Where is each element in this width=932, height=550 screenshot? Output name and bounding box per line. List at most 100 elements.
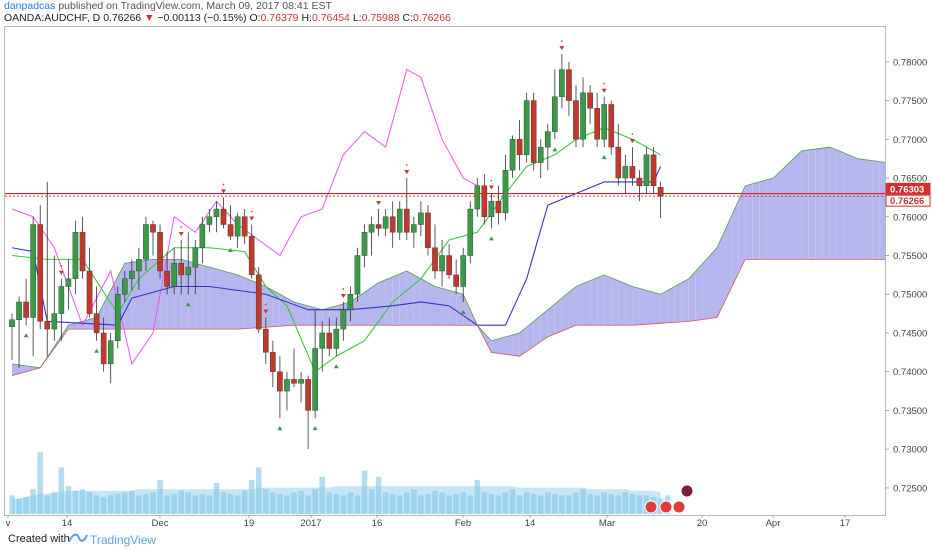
- candle-body: [425, 212, 431, 248]
- publish-line: danpadcas published on TradingView.com, …: [4, 0, 884, 12]
- fractal-dot: [490, 179, 493, 182]
- candle-body: [361, 232, 368, 256]
- candle-body: [192, 247, 199, 268]
- candle-body: [573, 100, 579, 140]
- cloud-segment: [843, 152, 851, 260]
- volume-bar: [213, 483, 220, 514]
- cloud-segment: [181, 259, 189, 330]
- candle-body: [185, 266, 192, 276]
- open-value: 0.76379: [260, 12, 299, 24]
- candle-body: [467, 208, 474, 256]
- candle-body: [580, 92, 586, 140]
- cloud-segment: [646, 290, 654, 325]
- cloud-segment: [681, 278, 689, 322]
- fractal-up-marker: [94, 348, 100, 353]
- fractal-dot: [603, 82, 605, 85]
- high-label: H:: [301, 12, 312, 24]
- cloud-segment: [103, 290, 111, 330]
- cloud-segment: [216, 269, 224, 330]
- cloud-segment: [308, 305, 316, 326]
- volume-bar: [460, 492, 466, 514]
- volume-bar: [481, 492, 488, 514]
- y-tick-label: 0.73000: [893, 445, 927, 456]
- cloud-segment: [625, 283, 633, 326]
- cloud-segment: [279, 294, 287, 327]
- volume-bar: [72, 490, 79, 514]
- cloud-segment: [519, 327, 527, 357]
- cloud-segment: [808, 149, 816, 260]
- volume-bar: [44, 495, 51, 514]
- volume-average-area: [12, 486, 661, 514]
- cloud-segment: [773, 171, 781, 260]
- candle-body: [382, 216, 389, 229]
- price-chart[interactable]: 0.78000 0.77500 0.77000 0.76500 0.76000 0.755…: [0, 0, 932, 528]
- cloud-segment: [801, 149, 809, 260]
- x-tick-label: Mar: [599, 518, 615, 528]
- candle-body: [375, 224, 382, 229]
- cloud-segment: [766, 178, 774, 260]
- senkou-b-line: [11, 258, 885, 376]
- candle-body: [495, 201, 502, 214]
- candle-body: [79, 232, 86, 272]
- volume-bar: [157, 479, 163, 514]
- cloud-segment: [19, 364, 27, 374]
- tradingview-logo-icon[interactable]: [68, 531, 88, 545]
- volume-bar: [65, 486, 72, 514]
- volume-bar: [573, 492, 579, 514]
- candle-body: [305, 379, 311, 411]
- tradingview-brand[interactable]: TradingView: [90, 533, 157, 547]
- volume-bar: [333, 493, 340, 514]
- cloud-segment: [590, 277, 598, 326]
- x-tick-label: 20: [697, 518, 708, 528]
- volume-bar: [411, 489, 417, 514]
- candle-body: [559, 69, 565, 97]
- cloud-segment: [505, 334, 513, 356]
- volume-bar: [559, 495, 565, 514]
- candle-body: [171, 263, 177, 287]
- event-flag-icon: [644, 500, 658, 514]
- candle-body: [58, 286, 65, 314]
- cloud-segment: [568, 286, 576, 329]
- candle-body: [220, 208, 227, 225]
- volume-bar: [432, 490, 438, 514]
- volume-bar: [185, 492, 192, 514]
- volume-bar: [263, 489, 269, 514]
- author-link[interactable]: danpadcas: [4, 0, 56, 12]
- candle-body: [213, 208, 220, 217]
- candle-body: [255, 274, 262, 330]
- cloud-segment: [865, 159, 873, 260]
- fractal-down-marker: [629, 139, 635, 144]
- candle-body: [545, 131, 551, 148]
- cloud-segment: [202, 265, 210, 330]
- fractal-dot: [60, 264, 63, 267]
- volume-bar: [79, 489, 86, 514]
- price-label-box: [885, 194, 931, 207]
- candle-body: [502, 170, 509, 214]
- volume-bar: [291, 492, 297, 514]
- candle-body: [615, 146, 622, 179]
- cloud-segment: [872, 160, 880, 260]
- cloud-segment: [879, 161, 885, 260]
- close-label: C:: [402, 12, 413, 24]
- candle-body: [552, 96, 558, 132]
- candle-body: [150, 224, 156, 233]
- y-tick-label: 0.78000: [893, 57, 927, 68]
- candle-body: [432, 247, 438, 272]
- candle-body: [16, 301, 22, 321]
- candle-body: [86, 270, 93, 314]
- x-tick-label: 17: [840, 518, 851, 528]
- volume-bar: [136, 495, 142, 514]
- cloud-segment: [547, 303, 555, 337]
- fractal-up-marker: [277, 426, 283, 431]
- volume-bar: [523, 492, 530, 514]
- down-arrow-icon: ▼: [144, 12, 155, 24]
- fractal-down-marker: [178, 232, 184, 237]
- volume-bar: [143, 493, 149, 514]
- cloud-segment: [583, 280, 591, 326]
- fractal-dot: [222, 183, 225, 186]
- cloud-segment: [738, 185, 746, 274]
- candle-body: [164, 270, 170, 287]
- volume-bar: [9, 495, 15, 514]
- volume-bar: [114, 493, 121, 514]
- fractal-down-marker: [404, 170, 410, 175]
